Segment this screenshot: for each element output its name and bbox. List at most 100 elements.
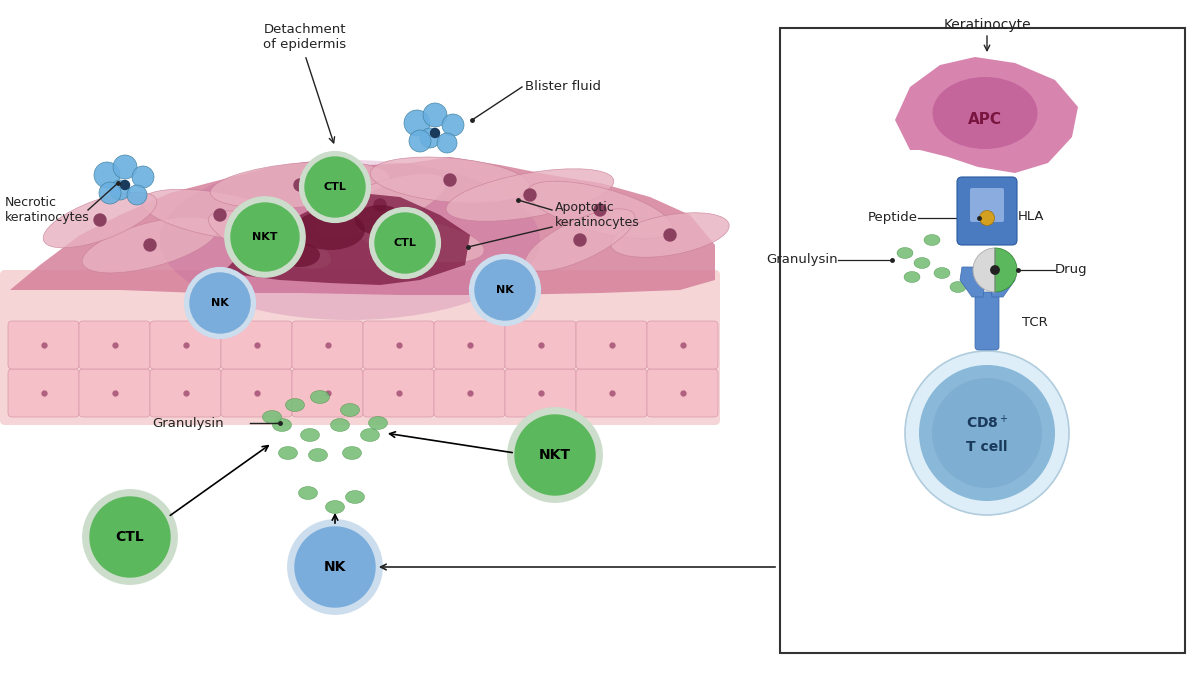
Ellipse shape [325,500,344,514]
Ellipse shape [924,234,940,246]
Circle shape [594,204,606,216]
FancyBboxPatch shape [647,321,718,369]
Circle shape [90,497,170,577]
Polygon shape [220,193,470,285]
Circle shape [230,203,299,271]
Circle shape [214,209,226,221]
Circle shape [305,157,365,217]
Circle shape [132,166,154,188]
Polygon shape [10,157,715,295]
FancyBboxPatch shape [364,369,434,417]
Ellipse shape [446,169,613,221]
Ellipse shape [311,391,330,404]
Ellipse shape [524,209,635,271]
Text: Blister fluid: Blister fluid [526,80,601,94]
Circle shape [905,351,1069,515]
FancyBboxPatch shape [150,321,221,369]
Wedge shape [995,248,1018,292]
Circle shape [294,179,306,191]
Text: HLA: HLA [1018,211,1044,223]
FancyBboxPatch shape [79,321,150,369]
FancyBboxPatch shape [434,369,505,417]
Polygon shape [960,267,985,297]
Circle shape [431,128,439,138]
Ellipse shape [330,418,349,431]
Circle shape [288,520,382,614]
Ellipse shape [898,248,913,259]
Circle shape [127,185,148,205]
Circle shape [94,162,120,188]
Ellipse shape [300,429,319,441]
Ellipse shape [278,446,298,460]
FancyBboxPatch shape [292,321,364,369]
FancyBboxPatch shape [8,369,79,417]
Ellipse shape [355,205,406,235]
Ellipse shape [82,217,218,273]
FancyBboxPatch shape [576,321,647,369]
FancyBboxPatch shape [150,369,221,417]
Ellipse shape [371,157,529,203]
Ellipse shape [160,160,540,320]
FancyBboxPatch shape [974,292,998,350]
FancyBboxPatch shape [8,321,79,369]
Text: Drug: Drug [1055,263,1087,277]
Ellipse shape [360,429,379,441]
FancyBboxPatch shape [505,321,576,369]
Circle shape [374,213,436,273]
Ellipse shape [914,257,930,269]
Circle shape [420,128,440,148]
Circle shape [113,155,137,179]
Circle shape [422,103,448,127]
Ellipse shape [346,491,365,504]
Text: Necrotic
keratinocytes: Necrotic keratinocytes [5,196,90,224]
Ellipse shape [308,448,328,462]
Ellipse shape [368,416,388,429]
Circle shape [404,110,430,136]
Text: NK: NK [496,285,514,295]
Ellipse shape [527,181,673,239]
Circle shape [100,182,121,204]
Text: Apoptotic
keratinocytes: Apoptotic keratinocytes [554,201,640,229]
Ellipse shape [280,243,320,267]
Wedge shape [973,248,995,292]
Ellipse shape [210,162,390,209]
Circle shape [144,239,156,251]
Circle shape [409,130,431,152]
Ellipse shape [299,487,318,499]
Circle shape [919,365,1055,501]
Circle shape [374,199,386,211]
FancyBboxPatch shape [79,369,150,417]
FancyBboxPatch shape [221,321,292,369]
Circle shape [574,234,586,246]
FancyBboxPatch shape [221,369,292,417]
Text: Keratinocyte: Keratinocyte [943,18,1031,32]
Text: NKT: NKT [539,448,571,462]
Circle shape [442,114,464,136]
Text: Detachment
of epidermis: Detachment of epidermis [264,23,347,51]
Text: CD8$^+$: CD8$^+$ [966,414,1008,431]
Text: NKT: NKT [252,232,277,242]
Ellipse shape [932,77,1038,149]
Text: CTL: CTL [394,238,416,248]
Circle shape [991,266,1000,274]
Circle shape [295,527,374,607]
Circle shape [979,211,995,225]
FancyBboxPatch shape [970,188,1004,222]
Text: APC: APC [968,113,1002,128]
FancyBboxPatch shape [505,369,576,417]
Ellipse shape [934,267,950,279]
Ellipse shape [313,173,446,237]
Circle shape [932,378,1042,488]
Ellipse shape [272,418,292,431]
Ellipse shape [209,211,331,269]
Circle shape [300,152,371,222]
Circle shape [224,197,305,277]
Ellipse shape [286,398,305,412]
FancyBboxPatch shape [576,369,647,417]
Circle shape [94,214,106,226]
Text: Granulysin: Granulysin [767,254,838,267]
Polygon shape [895,57,1078,173]
Ellipse shape [611,213,730,257]
Circle shape [370,208,440,278]
Circle shape [120,180,130,190]
